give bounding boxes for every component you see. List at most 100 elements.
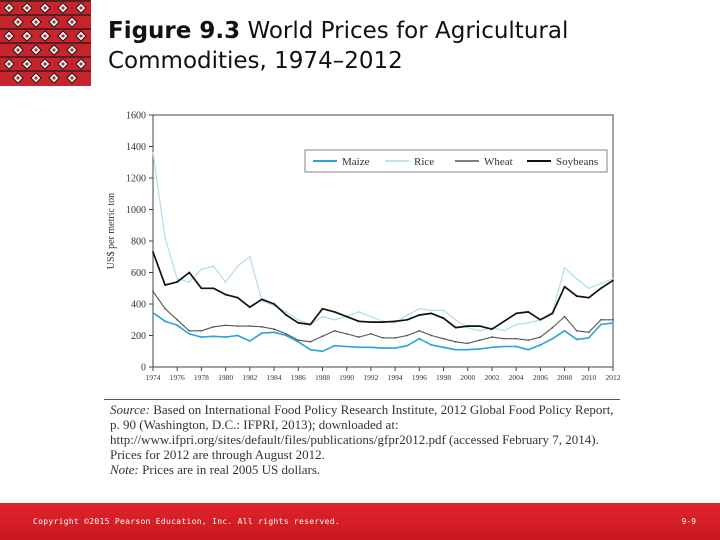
y-tick-label: 1200 xyxy=(126,174,146,185)
data-point-rice xyxy=(599,282,602,285)
data-point-soybeans xyxy=(382,321,384,324)
data-point-rice xyxy=(333,318,336,321)
data-point-wheat xyxy=(563,315,566,318)
y-tick-label: 200 xyxy=(131,331,146,342)
data-point-wheat xyxy=(503,337,505,340)
logo-dot xyxy=(34,76,38,80)
data-point-maize xyxy=(345,345,348,348)
data-point-wheat xyxy=(575,329,578,332)
x-tick-label: 2004 xyxy=(509,373,524,382)
logo-dot xyxy=(70,76,74,80)
data-point-wheat xyxy=(273,328,275,331)
data-point-soybeans xyxy=(369,321,372,324)
data-point-rice xyxy=(297,318,300,321)
data-point-soybeans xyxy=(333,310,336,313)
logo-dot xyxy=(79,6,83,10)
x-tick-label: 1994 xyxy=(388,373,403,382)
x-tick-label: 1980 xyxy=(218,373,233,382)
y-tick-label: 1000 xyxy=(126,205,146,216)
data-point-rice xyxy=(442,309,445,312)
x-tick-label: 1974 xyxy=(146,373,161,382)
logo-dot xyxy=(70,48,74,52)
data-point-rice xyxy=(454,318,457,321)
data-point-rice xyxy=(176,277,179,280)
data-point-soybeans xyxy=(442,317,445,320)
logo-dot xyxy=(34,20,38,24)
x-tick-label: 2002 xyxy=(484,373,499,382)
data-point-wheat xyxy=(369,333,372,335)
data-point-soybeans xyxy=(539,318,542,321)
data-point-maize xyxy=(188,333,191,335)
legend-label-maize: Maize xyxy=(342,156,370,168)
x-tick-label: 1990 xyxy=(339,373,354,382)
data-point-wheat xyxy=(539,336,542,338)
note-text: Prices are in real 2005 US dollars. xyxy=(138,462,321,477)
data-point-maize xyxy=(454,348,457,351)
data-point-maize xyxy=(503,345,505,348)
logo-dot xyxy=(16,76,20,80)
data-point-rice xyxy=(357,310,360,313)
y-tick-label: 800 xyxy=(131,237,146,248)
data-point-wheat xyxy=(357,336,360,338)
x-tick-label: 1988 xyxy=(315,373,330,382)
data-point-maize xyxy=(309,348,312,351)
data-point-wheat xyxy=(587,331,590,334)
data-point-rice xyxy=(478,329,481,332)
data-point-rice xyxy=(430,309,433,312)
logo-dot xyxy=(25,62,29,66)
data-point-maize xyxy=(164,320,167,323)
data-point-wheat xyxy=(527,339,530,342)
data-point-soybeans xyxy=(248,306,251,309)
y-tick-label: 600 xyxy=(131,268,146,279)
data-point-maize xyxy=(406,344,409,347)
logo-dot xyxy=(7,62,11,66)
data-point-wheat xyxy=(478,339,481,342)
x-tick-label: 1986 xyxy=(291,373,306,382)
data-point-wheat xyxy=(200,329,203,332)
logo-dot xyxy=(25,6,29,10)
data-point-rice xyxy=(527,322,530,324)
figure-title: World Prices for Agricultural Commoditie… xyxy=(108,18,569,74)
data-point-wheat xyxy=(599,318,602,321)
data-point-maize xyxy=(587,336,590,339)
data-point-maize xyxy=(333,344,336,347)
data-point-maize xyxy=(430,344,433,346)
data-point-rice xyxy=(369,315,372,318)
data-point-soybeans xyxy=(236,296,239,299)
data-point-wheat xyxy=(248,325,251,327)
data-point-maize xyxy=(212,335,215,338)
logo-dot xyxy=(70,20,74,24)
data-point-maize xyxy=(297,340,300,343)
y-tick-label: 400 xyxy=(131,300,146,311)
data-point-wheat xyxy=(212,325,215,328)
data-point-soybeans xyxy=(563,285,566,288)
data-point-soybeans xyxy=(454,326,457,329)
data-point-soybeans xyxy=(176,281,179,283)
data-point-maize xyxy=(248,340,251,342)
legend-label-wheat: Wheat xyxy=(484,156,513,168)
copyright-text: Copyright ©2015 Pearson Education, Inc. … xyxy=(33,517,340,526)
data-point-wheat xyxy=(152,290,154,293)
data-point-rice xyxy=(503,329,505,332)
data-point-wheat xyxy=(394,336,397,339)
legend-label-soybeans: Soybeans xyxy=(556,156,598,168)
data-point-maize xyxy=(176,324,179,327)
data-point-rice xyxy=(587,287,590,290)
y-tick-label: 0 xyxy=(141,363,146,374)
logo-dot xyxy=(61,62,65,66)
data-point-soybeans xyxy=(212,287,215,290)
data-point-maize xyxy=(224,336,227,338)
data-point-wheat xyxy=(176,318,179,321)
data-point-maize xyxy=(539,344,542,346)
data-point-soybeans xyxy=(394,320,397,323)
data-point-soybeans xyxy=(345,315,348,318)
data-point-maize xyxy=(527,348,530,351)
x-tick-label: 1978 xyxy=(194,373,209,382)
data-point-soybeans xyxy=(575,295,578,298)
data-point-wheat xyxy=(515,337,518,340)
data-point-soybeans xyxy=(309,323,312,326)
data-point-maize xyxy=(152,311,154,314)
data-point-rice xyxy=(152,151,154,154)
data-point-wheat xyxy=(466,342,469,345)
y-axis-label: US$ per metric ton xyxy=(106,193,117,269)
